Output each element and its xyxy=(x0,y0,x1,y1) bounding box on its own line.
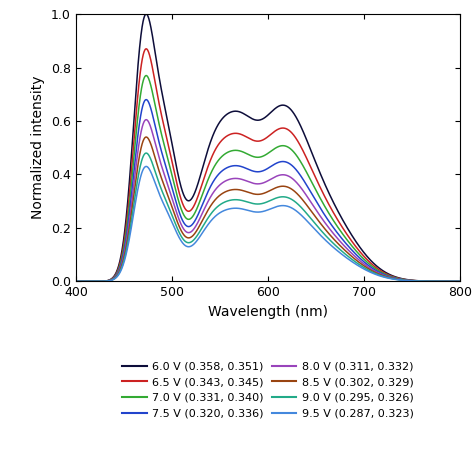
X-axis label: Wavelength (nm): Wavelength (nm) xyxy=(208,305,328,319)
Legend: 6.0 V (0.358, 0.351), 6.5 V (0.343, 0.345), 7.0 V (0.331, 0.340), 7.5 V (0.320, : 6.0 V (0.358, 0.351), 6.5 V (0.343, 0.34… xyxy=(122,362,413,418)
Y-axis label: Normalized intensity: Normalized intensity xyxy=(31,76,46,219)
